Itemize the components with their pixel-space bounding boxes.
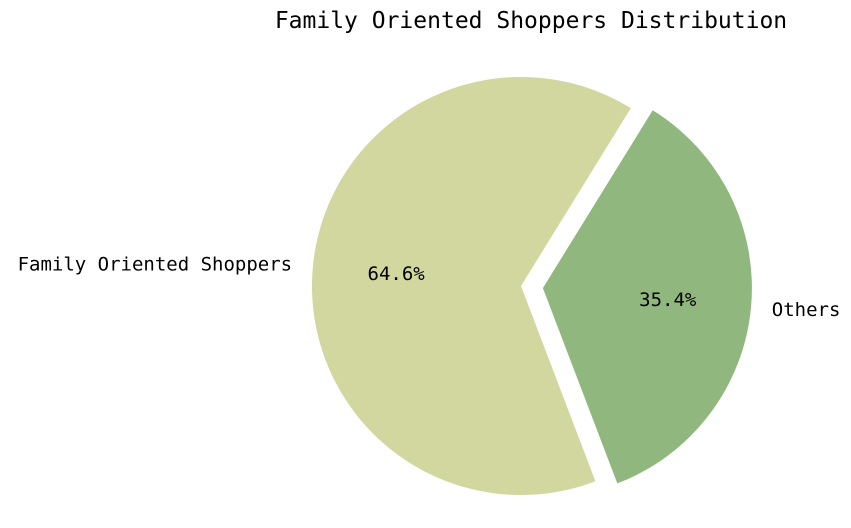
pie-category-label: Others: [772, 299, 841, 321]
pie-slices: [311, 77, 752, 496]
pie-labels: 64.6% Family Oriented Shoppers 35.4% Others: [18, 253, 841, 321]
pie-pct-label: 35.4%: [639, 289, 697, 311]
pie-slice-family-oriented-shoppers: [311, 77, 631, 496]
chart-title: Family Oriented Shoppers Distribution: [275, 8, 787, 34]
pie-category-label: Family Oriented Shoppers: [18, 253, 293, 275]
pie-pct-label: 64.6%: [368, 263, 426, 285]
pie-slice-others: [542, 110, 752, 484]
